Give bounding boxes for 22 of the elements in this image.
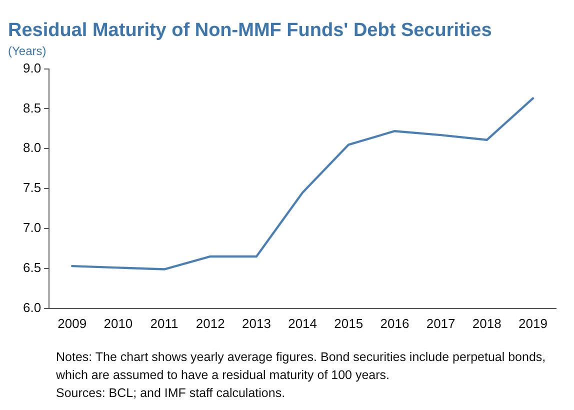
x-tick-label: 2015 [334, 316, 364, 331]
x-tick-label: 2019 [518, 316, 548, 331]
y-tick-label: 7.0 [22, 220, 42, 236]
y-tick-label: 7.5 [22, 180, 42, 196]
y-axis-title: (Years) [8, 44, 46, 58]
chart-title: Residual Maturity of Non-MMF Funds' Debt Securities [8, 20, 492, 42]
x-tick-label: 2013 [242, 316, 271, 331]
y-tick-label: 8.5 [22, 100, 42, 116]
y-tick-label: 6.5 [22, 260, 42, 276]
x-tick-label: 2014 [288, 316, 317, 331]
x-tick-label: 2010 [104, 316, 133, 331]
x-tick-label: 2016 [380, 316, 410, 331]
x-tick-label: 2009 [58, 316, 87, 331]
y-tick-label: 8.0 [22, 140, 42, 156]
x-tick-label: 2018 [472, 316, 502, 331]
source-note: Sources: BCL; and IMF staff calculations. [56, 385, 286, 402]
x-tick-label: 2017 [426, 316, 456, 331]
y-tick-label: 9.0 [22, 60, 42, 76]
x-tick-label: 2012 [196, 316, 225, 331]
text: Notes: The chart shows yearly average figures. Bond securities include perpetual bonds, which are assumed to have a residual maturity of 100 years. [56, 349, 547, 384]
y-tick-label: 6.0 [22, 300, 42, 315]
x-tick-label: 2011 [150, 316, 178, 331]
